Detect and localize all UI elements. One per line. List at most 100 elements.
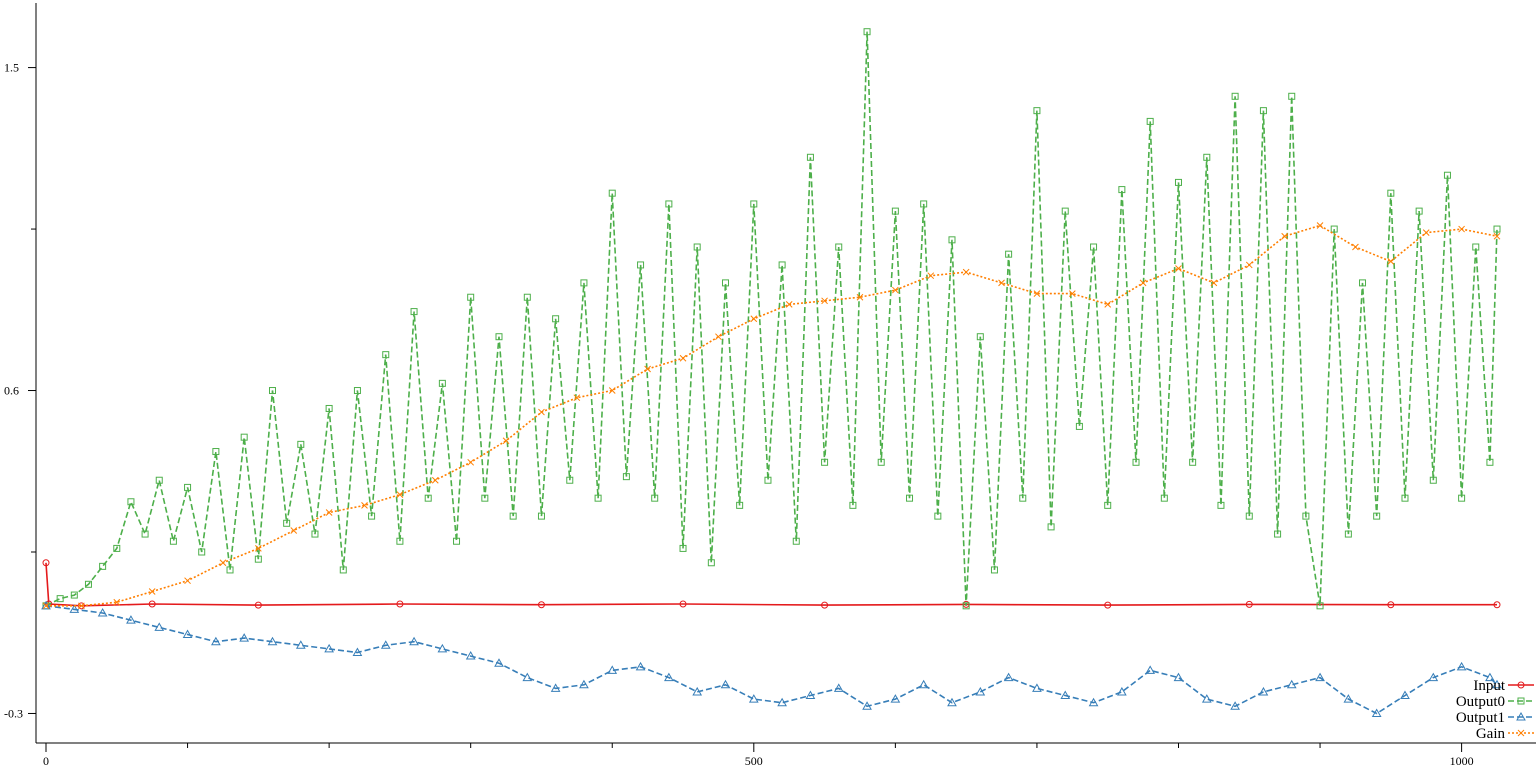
data-point [1344,530,1352,538]
data-point [380,640,391,649]
data-point [891,207,899,215]
data-point [1245,261,1253,269]
series-line [46,224,1498,607]
data-point [877,458,885,466]
data-point [495,333,503,341]
data-point [764,476,772,484]
data-point [1088,697,1099,707]
data-point [920,200,928,208]
data-point [906,494,914,502]
data-point [283,519,291,527]
data-point [1075,422,1083,430]
data-point [1019,494,1027,502]
data-point [975,686,986,696]
data-point [42,559,50,567]
data-point [1104,501,1112,509]
data-point [1486,458,1494,466]
data-point [892,286,899,294]
data-point [396,491,404,498]
data-point [715,333,722,341]
data-point [352,647,363,656]
data-point [1352,243,1359,251]
data-point [424,494,432,502]
data-point [1472,243,1480,251]
y-tick-label: 1.5 [4,61,19,75]
data-point [962,268,970,276]
data-point [550,683,561,692]
data-point [538,408,545,416]
data-point [1493,601,1501,609]
series-line [45,605,1498,715]
data-point [1359,279,1367,287]
data-point [126,615,136,624]
data-point [1104,601,1112,609]
data-point [127,498,135,506]
data-point [453,537,461,545]
data-point [509,512,517,520]
data-point [849,501,857,509]
data-point [608,189,616,197]
data-point [863,28,871,36]
data-point [862,701,872,710]
data-point [792,537,800,545]
data-point [1343,694,1354,703]
data-point [707,559,715,567]
data-point [409,636,419,646]
data-point [750,200,758,208]
data-point [97,607,108,617]
data-point [679,544,687,552]
data-point [664,672,674,682]
data-point [890,694,901,703]
legend-item-gain: Gain [1476,726,1534,742]
data-point [1210,279,1218,287]
data-point [1443,171,1451,179]
data-point [537,512,545,520]
data-point [607,665,618,674]
data-point [1132,458,1140,466]
legend-marker [1517,729,1525,737]
data-point [56,595,64,603]
x-tick-label: 1000 [1450,754,1474,768]
data-point [1090,243,1098,251]
data-point [523,293,531,301]
data-point [552,315,560,323]
x-tick-label: 500 [745,754,763,768]
data-point [748,694,759,703]
data-point [679,600,687,608]
data-point [1330,225,1338,233]
data-point [1117,686,1127,696]
data-point [934,512,942,520]
data-point [622,473,630,481]
data-point [692,686,703,696]
data-point [721,279,729,287]
data-point [1456,661,1467,671]
data-point [99,562,107,570]
data-point [226,566,234,574]
series-line [45,31,1498,607]
data-point [254,555,262,563]
legend-marker [1517,681,1525,689]
data-point [184,483,192,491]
data-point [1068,290,1076,298]
data-point [805,690,816,700]
data-point [113,544,121,552]
series-layer [41,28,1502,717]
data-point [1493,225,1501,233]
data-point [154,622,165,631]
data-point [1371,708,1382,717]
data-point [1387,189,1395,197]
data-point [1061,207,1069,215]
data-point [720,679,731,689]
data-point [522,672,533,682]
data-point [833,683,844,692]
data-point [1274,530,1282,538]
data-point [962,602,970,610]
data-point [1174,178,1182,186]
data-point [155,476,163,484]
data-point [806,153,814,161]
data-point [785,301,793,308]
data-point [1104,301,1112,308]
series-gain [42,222,1501,610]
data-point [182,629,193,639]
